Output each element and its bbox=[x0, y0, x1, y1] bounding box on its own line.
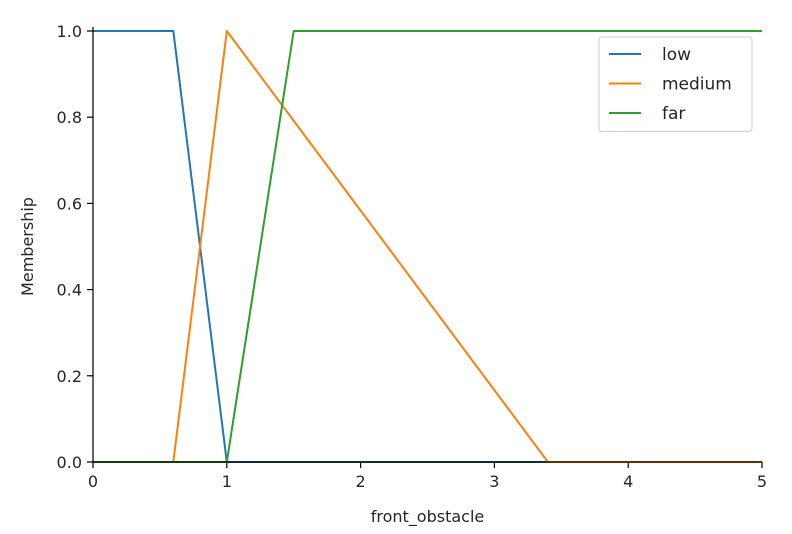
y-tick-label: 0.6 bbox=[57, 194, 82, 213]
x-tick-label: 3 bbox=[489, 472, 499, 491]
x-tick-label: 1 bbox=[222, 472, 232, 491]
x-tick-label: 0 bbox=[88, 472, 98, 491]
x-tick-label: 2 bbox=[356, 472, 366, 491]
y-tick-label: 0.0 bbox=[57, 453, 82, 472]
legend: low medium far bbox=[598, 36, 753, 132]
x-axis-label: front_obstacle bbox=[371, 507, 485, 527]
y-axis-label: Membership bbox=[18, 197, 37, 296]
x-tick-label: 5 bbox=[757, 472, 767, 491]
legend-frame bbox=[598, 36, 753, 132]
y-tick-label: 0.2 bbox=[57, 367, 82, 386]
y-tick-label: 0.4 bbox=[57, 281, 82, 300]
y-tick-label: 1.0 bbox=[57, 22, 82, 41]
y-tick-label: 0.8 bbox=[57, 108, 82, 127]
legend-label-low: low bbox=[662, 45, 691, 65]
y-axis-ticks: 0.0 0.2 0.4 0.6 0.8 1.0 bbox=[57, 22, 93, 472]
legend-label-medium: medium bbox=[662, 75, 732, 95]
x-axis-ticks: 0 1 2 3 4 5 bbox=[88, 462, 767, 491]
legend-label-far: far bbox=[662, 104, 685, 124]
x-tick-label: 4 bbox=[623, 472, 633, 491]
